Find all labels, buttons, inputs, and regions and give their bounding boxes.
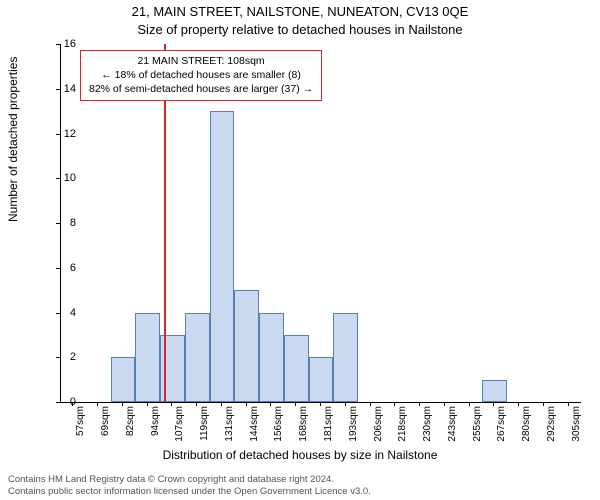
x-tick-label: 57sqm [75, 406, 86, 436]
x-tick-label: 82sqm [125, 406, 136, 436]
footer-line: Contains public sector information licen… [8, 486, 371, 498]
x-tick-mark [493, 402, 494, 406]
x-tick-label: 292sqm [546, 406, 557, 442]
x-tick-label: 181sqm [323, 406, 334, 442]
chart-title-subtitle: Size of property relative to detached ho… [0, 22, 600, 37]
x-tick-label: 218sqm [397, 406, 408, 442]
x-tick-label: 206sqm [373, 406, 384, 442]
x-tick-label: 168sqm [298, 406, 309, 442]
y-tick-mark [56, 89, 60, 90]
x-tick-mark [568, 402, 569, 406]
y-tick-label: 6 [51, 262, 76, 274]
histogram-bar [111, 357, 136, 402]
x-tick-label: 267sqm [496, 406, 507, 442]
x-tick-mark [394, 402, 395, 406]
x-tick-mark [320, 402, 321, 406]
y-tick-label: 12 [51, 128, 76, 140]
y-tick-label: 2 [51, 351, 76, 363]
x-tick-label: 131sqm [224, 406, 235, 442]
histogram-bar [259, 313, 284, 403]
y-tick-label: 10 [51, 172, 76, 184]
x-tick-mark [122, 402, 123, 406]
y-tick-label: 8 [51, 217, 76, 229]
x-tick-mark [196, 402, 197, 406]
x-tick-mark [221, 402, 222, 406]
y-axis-label: Number of detached properties [6, 57, 20, 222]
histogram-bar [482, 380, 507, 402]
y-tick-label: 14 [51, 83, 76, 95]
x-tick-label: 280sqm [521, 406, 532, 442]
y-tick-mark [56, 44, 60, 45]
x-tick-mark [295, 402, 296, 406]
x-tick-label: 255sqm [472, 406, 483, 442]
y-tick-mark [56, 223, 60, 224]
x-tick-label: 69sqm [100, 406, 111, 436]
x-tick-mark [147, 402, 148, 406]
x-tick-mark [246, 402, 247, 406]
y-tick-mark [56, 268, 60, 269]
x-tick-label: 107sqm [174, 406, 185, 442]
y-tick-label: 4 [51, 307, 76, 319]
x-tick-mark [171, 402, 172, 406]
histogram-bar [234, 290, 259, 402]
x-axis-label: Distribution of detached houses by size … [0, 448, 600, 462]
x-tick-mark [469, 402, 470, 406]
x-tick-label: 94sqm [150, 406, 161, 436]
histogram-bar [185, 313, 210, 403]
footer-attribution: Contains HM Land Registry data © Crown c… [8, 474, 371, 498]
histogram-bar [284, 335, 309, 402]
x-tick-label: 230sqm [422, 406, 433, 442]
x-tick-label: 144sqm [249, 406, 260, 442]
x-tick-label: 243sqm [447, 406, 458, 442]
x-tick-label: 193sqm [348, 406, 359, 442]
y-tick-label: 16 [51, 38, 76, 50]
y-tick-mark [56, 357, 60, 358]
y-tick-mark [56, 313, 60, 314]
annotation-line: ← 18% of detached houses are smaller (8) [89, 68, 313, 82]
x-tick-label: 119sqm [199, 406, 210, 441]
x-tick-mark [72, 402, 73, 406]
y-tick-mark [56, 134, 60, 135]
annotation-line: 82% of semi-detached houses are larger (… [89, 82, 313, 96]
x-tick-mark [97, 402, 98, 406]
x-tick-mark [444, 402, 445, 406]
y-tick-mark [56, 402, 60, 403]
y-tick-mark [56, 178, 60, 179]
chart-title-address: 21, MAIN STREET, NAILSTONE, NUNEATON, CV… [0, 4, 600, 19]
histogram-bar [333, 313, 358, 403]
x-tick-label: 156sqm [273, 406, 284, 442]
x-tick-mark [419, 402, 420, 406]
x-tick-mark [270, 402, 271, 406]
x-tick-mark [345, 402, 346, 406]
histogram-bar [135, 313, 160, 403]
annotation-box: 21 MAIN STREET: 108sqm ← 18% of detached… [80, 50, 322, 101]
histogram-bar [210, 111, 235, 402]
histogram-chart: 21, MAIN STREET, NAILSTONE, NUNEATON, CV… [0, 0, 600, 500]
x-tick-mark [543, 402, 544, 406]
histogram-bar [309, 357, 334, 402]
x-tick-mark [518, 402, 519, 406]
annotation-line: 21 MAIN STREET: 108sqm [89, 54, 313, 68]
footer-line: Contains HM Land Registry data © Crown c… [8, 474, 371, 486]
x-tick-label: 305sqm [571, 406, 582, 442]
x-tick-mark [370, 402, 371, 406]
